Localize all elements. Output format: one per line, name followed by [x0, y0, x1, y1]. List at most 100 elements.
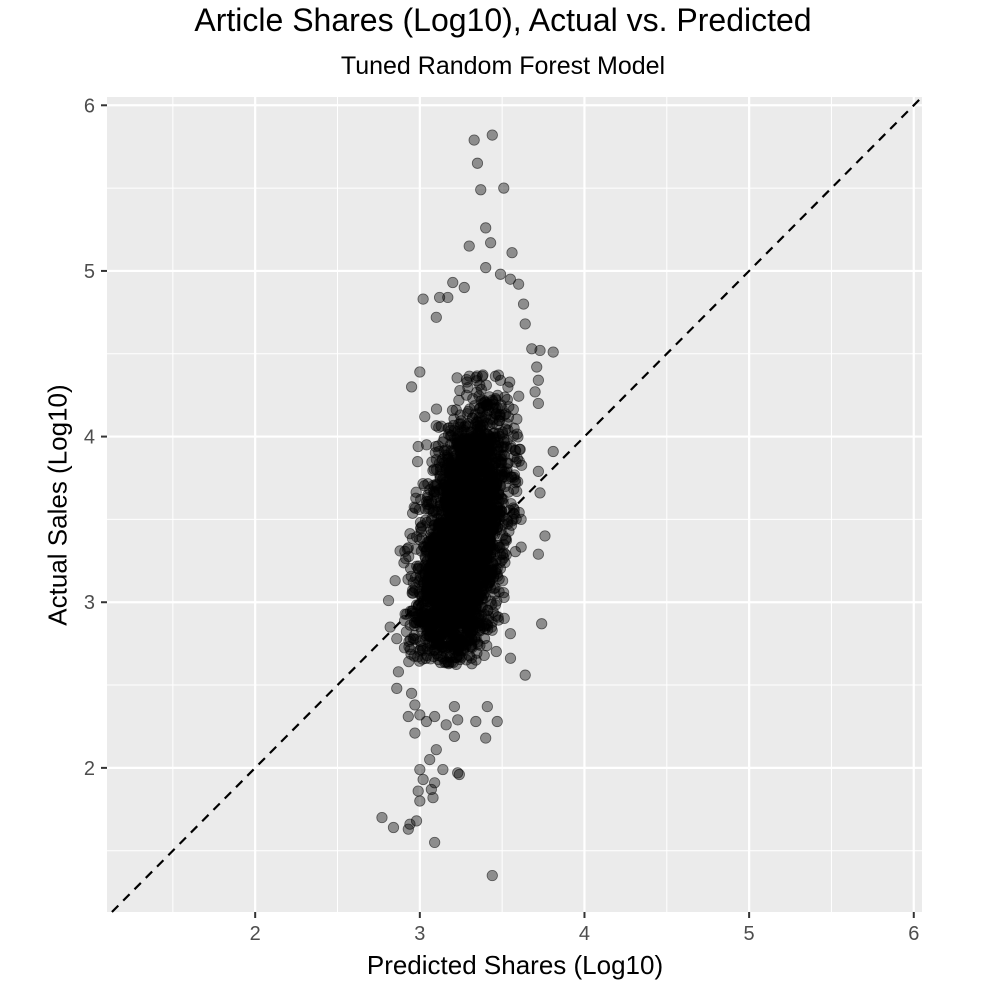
scatter-point	[448, 700, 461, 713]
scatter-point	[446, 637, 459, 649]
scatter-point	[414, 763, 426, 776]
scatter-point	[394, 545, 406, 557]
scatter-point	[405, 381, 418, 393]
scatter-point	[513, 506, 525, 519]
scatter-point	[392, 666, 405, 678]
scatter-point	[515, 541, 527, 553]
scatter-point	[484, 478, 496, 490]
scatter-point	[422, 611, 434, 624]
scatter-point	[532, 397, 544, 410]
scatter-point	[450, 519, 462, 531]
scatter-point	[471, 157, 484, 169]
scatter-point	[488, 407, 500, 419]
scatter-point	[420, 561, 433, 573]
scatter-point	[475, 383, 487, 396]
scatter-point	[478, 441, 490, 453]
scatter-point	[391, 633, 403, 645]
scatter-point	[492, 369, 505, 381]
scatter-point	[432, 525, 444, 537]
scatter-point	[486, 129, 498, 141]
scatter-point	[398, 642, 411, 654]
scatter-point	[430, 420, 442, 432]
scatter-point	[532, 465, 544, 477]
scatter-point	[477, 420, 489, 432]
scatter-point	[442, 505, 454, 518]
scatter-point	[447, 276, 459, 289]
scatter-point	[461, 624, 473, 636]
scatter-point	[539, 530, 551, 542]
scatter-point	[432, 634, 444, 647]
scatter-point	[504, 628, 516, 640]
scatter-point	[468, 134, 480, 146]
scatter-point	[456, 599, 469, 612]
scatter-point	[506, 247, 518, 259]
scatter-point	[456, 578, 469, 590]
scatter-point	[452, 714, 464, 726]
x-tick-label: 2	[250, 923, 261, 945]
x-tick-label: 4	[579, 923, 590, 945]
scatter-point	[489, 543, 501, 556]
scatter-point	[491, 715, 503, 728]
scatter-point	[427, 792, 439, 804]
scatter-point	[442, 453, 454, 465]
scatter-point	[430, 311, 442, 323]
scatter-point	[511, 413, 523, 425]
scatter-point	[490, 457, 502, 469]
scatter-point	[480, 565, 492, 577]
x-axis-label: Predicted Shares (Log10)	[366, 950, 664, 980]
scatter-point	[476, 432, 488, 444]
scatter-point	[433, 616, 445, 628]
scatter-point	[440, 656, 452, 668]
scatter-point	[453, 394, 465, 406]
scatter-point	[415, 526, 427, 538]
scatter-point	[415, 640, 427, 652]
scatter-point	[486, 869, 498, 882]
scatter-point	[468, 486, 480, 498]
scatter-point	[454, 613, 466, 625]
scatter-point	[461, 634, 473, 646]
scatter-point	[440, 719, 452, 731]
scatter-point	[412, 440, 424, 453]
x-tick-label: 5	[744, 923, 755, 945]
points-layer	[376, 129, 559, 882]
scatter-point	[424, 535, 436, 547]
scatter-point	[413, 655, 426, 667]
y-tick-label: 3	[84, 592, 95, 614]
scatter-point	[467, 393, 479, 405]
scatter-point	[454, 409, 466, 421]
scatter-point	[391, 682, 403, 694]
scatter-point	[460, 373, 473, 386]
scatter-point	[547, 445, 559, 458]
scatter-point	[475, 465, 488, 477]
scatter-point	[490, 645, 502, 658]
x-axis: 2 3 4 5 6	[250, 912, 919, 945]
scatter-point	[430, 403, 443, 415]
scatter-point	[534, 487, 546, 499]
scatter-point	[448, 730, 461, 743]
scatter-point	[465, 652, 478, 664]
scatter-point	[445, 605, 457, 617]
y-tick-label: 2	[84, 758, 95, 780]
scatter-point	[430, 744, 442, 756]
y-axis: 2 3 4 5 6	[84, 95, 107, 780]
scatter-point	[507, 403, 519, 416]
grid-major	[107, 97, 922, 912]
scatter-point	[442, 291, 454, 304]
scatter-point	[440, 646, 452, 658]
chart-subtitle: Tuned Random Forest Model	[340, 52, 666, 80]
scatter-point	[547, 346, 559, 358]
scatter-point	[488, 583, 500, 595]
scatter-point	[463, 240, 475, 252]
scatter-point	[453, 650, 466, 663]
y-tick-label: 4	[84, 427, 95, 449]
scatter-point	[492, 389, 504, 402]
scatter-point	[455, 498, 467, 510]
x-tick-label: 3	[414, 923, 425, 945]
grid-minor	[107, 97, 922, 912]
scatter-point	[451, 372, 463, 384]
scatter-point	[481, 700, 493, 713]
scatter-point	[511, 452, 523, 465]
scatter-point	[414, 795, 426, 807]
scatter-point	[382, 594, 395, 607]
